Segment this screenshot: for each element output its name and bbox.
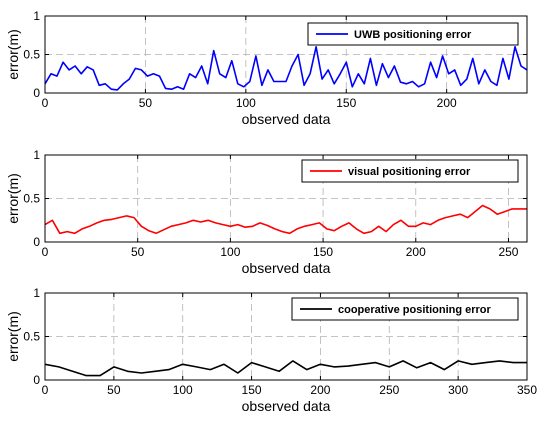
- x-axis-label: observed data: [242, 111, 331, 127]
- x-tick-label: 150: [336, 96, 356, 110]
- series-line: [44, 204, 527, 235]
- x-tick-label: 150: [313, 245, 333, 259]
- legend: visual positioning error: [301, 159, 519, 183]
- x-tick-label: 300: [448, 383, 468, 397]
- x-tick-label: 100: [220, 245, 240, 259]
- y-axis-label: error(m): [5, 311, 21, 362]
- x-axis-label: observed data: [242, 398, 331, 414]
- x-tick-label: 250: [498, 245, 518, 259]
- x-tick-label: 350: [517, 383, 537, 397]
- y-tick-label: 1: [33, 9, 40, 23]
- chart-panel-2: 0 50 100 150 200 250 0 0.5 1 observed data error(m…: [5, 148, 528, 276]
- legend-box: [301, 159, 519, 183]
- legend-box: [307, 22, 519, 46]
- x-axis-label: observed data: [242, 260, 331, 276]
- x-tick-label: 200: [310, 383, 330, 397]
- legend-box: [291, 297, 519, 321]
- series-line: [44, 360, 527, 377]
- x-tick-label: 250: [379, 383, 399, 397]
- y-tick-label: 0: [33, 86, 40, 100]
- y-axis-label: error(m): [5, 173, 21, 224]
- x-tick-label: 50: [107, 383, 121, 397]
- x-tick-label: 50: [139, 96, 153, 110]
- y-tick-label: 0: [33, 373, 40, 387]
- y-tick-label: 1: [33, 286, 40, 300]
- x-tick-label: 0: [42, 245, 49, 259]
- x-tick-label: 100: [236, 96, 256, 110]
- y-tick-label: 0: [33, 235, 40, 249]
- x-tick-label: 0: [42, 96, 49, 110]
- x-tick-label: 0: [42, 383, 49, 397]
- legend: UWB positioning error: [307, 22, 519, 46]
- legend-label: UWB positioning error: [354, 29, 472, 41]
- chart-panel-1: 0 50 100 150 200 0 0.5 1 observed data error(m) UW…: [5, 9, 528, 127]
- x-tick-label: 100: [173, 383, 193, 397]
- y-tick-label: 0.5: [23, 48, 40, 62]
- x-tick-label: 200: [437, 96, 457, 110]
- y-axis-label: error(m): [5, 29, 21, 80]
- y-tick-label: 0.5: [23, 192, 40, 206]
- legend: cooperative positioning error: [291, 297, 519, 321]
- x-tick-label: 50: [131, 245, 145, 259]
- x-tick-label: 200: [406, 245, 426, 259]
- y-tick-label: 1: [33, 148, 40, 162]
- y-tick-label: 0.5: [23, 330, 40, 344]
- series-line: [44, 45, 528, 91]
- chart-panel-3: 0 50 100 150 200 250 300 350 0 0.5 1 observed data e…: [5, 286, 537, 414]
- legend-label: cooperative positioning error: [338, 304, 492, 316]
- legend-label: visual positioning error: [348, 166, 471, 178]
- x-tick-label: 150: [242, 383, 262, 397]
